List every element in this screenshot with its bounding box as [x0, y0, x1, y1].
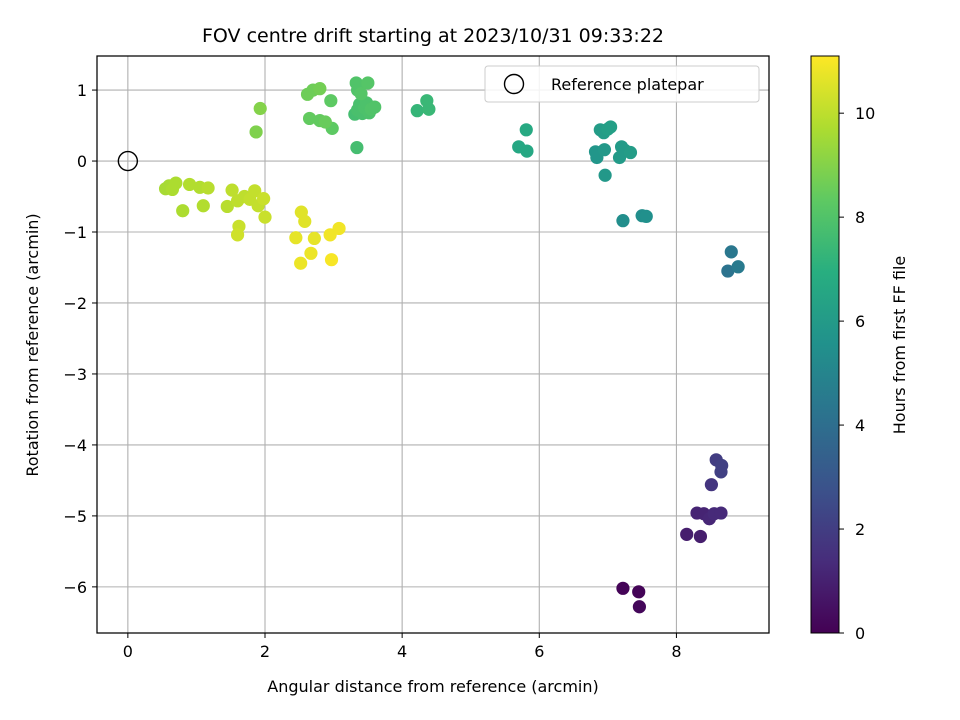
- data-point: [519, 123, 533, 137]
- data-point: [324, 94, 338, 108]
- data-point: [597, 143, 612, 157]
- data-point: [520, 144, 534, 158]
- y-tick-label: −3: [63, 365, 87, 384]
- y-tick-label: −6: [63, 578, 87, 597]
- data-point: [302, 111, 317, 126]
- grid-lines: [97, 56, 769, 633]
- colorbar-tick-label: 10: [855, 104, 875, 123]
- data-point: [201, 181, 215, 195]
- data-point: [680, 527, 694, 541]
- y-tick-label: −1: [63, 223, 87, 242]
- x-tick-label: 8: [671, 642, 681, 661]
- data-point: [196, 199, 210, 213]
- data-point: [604, 120, 618, 134]
- data-point: [294, 256, 308, 270]
- data-point: [623, 145, 638, 160]
- plot-frame: [96, 55, 770, 634]
- data-point: [693, 529, 708, 544]
- y-axis-title: Rotation from reference (arcmin): [23, 213, 42, 476]
- y-tick-label: −2: [63, 294, 87, 313]
- data-point: [332, 221, 346, 236]
- data-point: [249, 125, 263, 139]
- data-point: [307, 231, 321, 245]
- x-tick-label: 0: [123, 642, 133, 661]
- data-point: [368, 100, 382, 114]
- data-point: [258, 210, 272, 224]
- data-point: [410, 104, 424, 118]
- y-tick-label: −5: [63, 507, 87, 526]
- colorbar-ticks: 0 2 4 6 8 10: [839, 104, 875, 643]
- legend: Reference platepar: [484, 65, 760, 103]
- reference-platepar-marker: [117, 150, 139, 172]
- colorbar-title: Hours from first FF file: [890, 256, 909, 435]
- data-point: [704, 478, 719, 492]
- data-point: [324, 253, 339, 267]
- data-point: [318, 115, 332, 129]
- data-point: [731, 260, 745, 274]
- y-axis-ticks: 1 0 −1 −2 −3 −4 −5 −6: [63, 81, 97, 597]
- colorbar: 0 2 4 6 8 10 Hours from first FF file: [810, 55, 909, 643]
- data-point: [598, 168, 612, 182]
- data-point: [714, 506, 728, 520]
- y-tick-label: 1: [77, 81, 87, 100]
- colorbar-frame: [810, 55, 840, 634]
- data-point: [616, 214, 630, 228]
- data-point: [220, 199, 234, 214]
- colorbar-tick-label: 8: [855, 208, 865, 227]
- chart-title: FOV centre drift starting at 2023/10/31 …: [202, 25, 664, 47]
- data-point: [257, 192, 271, 206]
- colorbar-tick-label: 2: [855, 520, 865, 539]
- data-point: [248, 184, 262, 198]
- x-tick-label: 6: [534, 642, 544, 661]
- colorbar-tick-label: 0: [855, 624, 865, 643]
- y-tick-label: 0: [77, 152, 87, 171]
- y-tick-label: −4: [63, 436, 87, 455]
- data-point: [225, 183, 239, 197]
- x-tick-label: 4: [397, 642, 407, 661]
- data-point: [632, 585, 646, 599]
- data-point: [354, 87, 368, 101]
- data-point: [616, 581, 630, 595]
- data-point: [721, 264, 735, 278]
- data-points: [158, 76, 745, 614]
- data-point: [169, 176, 183, 190]
- data-point: [182, 177, 197, 192]
- data-point: [361, 76, 375, 90]
- data-point: [639, 209, 653, 223]
- colorbar-tick-label: 6: [855, 312, 865, 331]
- data-point: [298, 214, 312, 228]
- data-point: [304, 246, 318, 260]
- x-tick-label: 2: [260, 642, 270, 661]
- legend-box: [484, 65, 760, 103]
- data-point: [724, 245, 738, 259]
- legend-label: Reference platepar: [551, 75, 704, 94]
- data-point: [230, 228, 245, 242]
- colorbar-gradient: [811, 56, 839, 633]
- colorbar-tick-label: 4: [855, 416, 865, 435]
- data-point: [176, 204, 190, 218]
- data-point: [632, 600, 647, 614]
- x-axis-ticks: 0 2 4 6 8: [123, 633, 682, 661]
- x-axis-title: Angular distance from reference (arcmin): [267, 677, 598, 696]
- data-point: [289, 231, 303, 245]
- data-point: [350, 140, 364, 155]
- data-point: [715, 458, 729, 473]
- data-point: [422, 102, 436, 116]
- legend-marker: [503, 73, 525, 95]
- data-point: [313, 82, 327, 96]
- data-point: [253, 101, 267, 116]
